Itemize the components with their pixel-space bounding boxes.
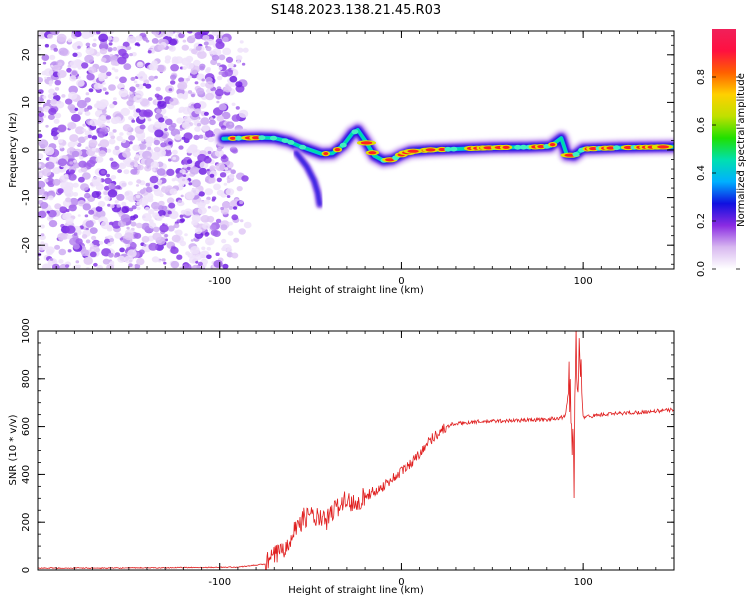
figure-title: S148.2023.138.21.45.R03 xyxy=(271,3,441,18)
snr-series-line xyxy=(38,331,674,570)
snr-y-tick-label: 1000 xyxy=(21,318,32,343)
spectrogram-y-tick-label: 10 xyxy=(21,96,32,109)
snr-plot-area xyxy=(38,331,674,570)
colorbar-gradient xyxy=(712,29,736,269)
colorbar-tick-label: 0.6 xyxy=(696,117,707,133)
spectrogram-y-tick-label: 0 xyxy=(21,147,32,153)
snr-x-axis-label: Height of straight line (km) xyxy=(288,585,424,596)
snr-y-tick-label: 0 xyxy=(21,567,32,573)
colorbar-tick-label: 0.0 xyxy=(696,261,707,277)
spectrogram-x-tick-label: -100 xyxy=(208,276,231,287)
spectrogram-ridge xyxy=(214,121,674,209)
snr-x-tick-label: 100 xyxy=(574,577,593,588)
colorbar-tick-label: 0.2 xyxy=(696,213,707,229)
spectrogram-y-tick-label: -20 xyxy=(21,237,32,253)
snr-y-tick-label: 400 xyxy=(21,465,32,484)
colorbar-tick-label: 0.4 xyxy=(696,165,707,181)
snr-x-tick-label: -100 xyxy=(208,577,231,588)
spectrogram-y-tick-label: -10 xyxy=(21,189,32,205)
spectrogram-x-axis-label: Height of straight line (km) xyxy=(288,285,424,296)
snr-y-tick-label: 800 xyxy=(21,369,32,388)
spectrogram-noise-region xyxy=(38,31,252,269)
snr-y-tick-label: 200 xyxy=(21,513,32,532)
spectrogram-x-tick-label: 100 xyxy=(574,276,593,287)
snr-y-axis-label: SNR (10 * v/v) xyxy=(8,414,19,485)
colorbar-tick-label: 0.8 xyxy=(696,69,707,85)
spectrogram-y-axis-label: Frequency (Hz) xyxy=(8,112,19,188)
colorbar: 0.0 0.2 0.4 0.6 0.8 Normalized spectral ampl… xyxy=(696,29,747,277)
snr-y-tick-label: 600 xyxy=(21,417,32,436)
snr-x-tick-label: 0 xyxy=(398,577,404,588)
colorbar-label: Normalized spectral amplitude xyxy=(736,73,747,227)
spectrogram-y-tick-label: 20 xyxy=(21,48,32,61)
spectrogram-x-tick-label: 0 xyxy=(398,276,404,287)
